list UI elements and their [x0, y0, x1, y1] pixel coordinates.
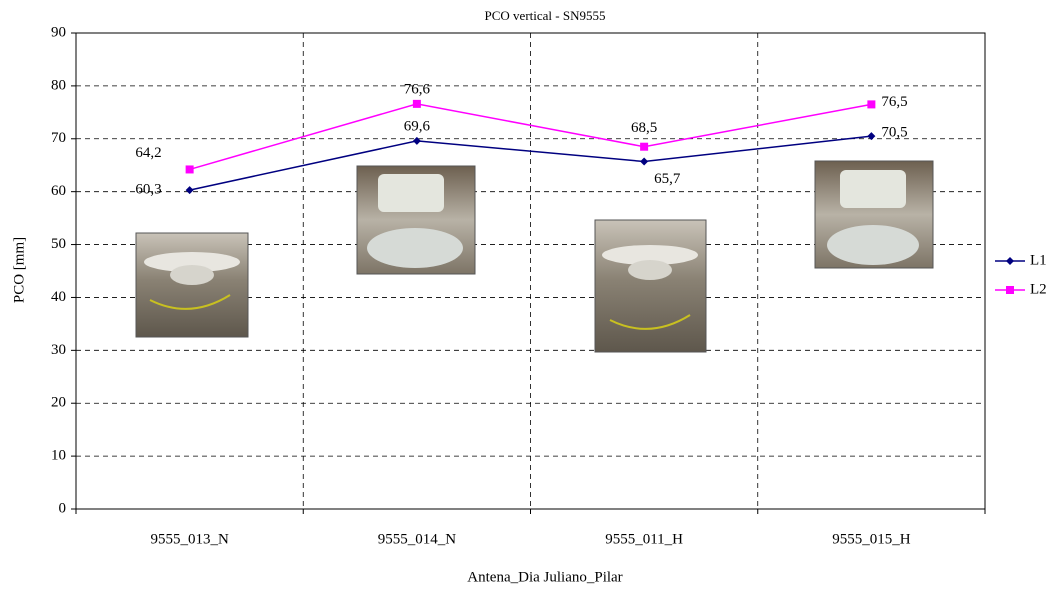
y-tick-label: 90 [51, 24, 66, 40]
data-label: 68,5 [631, 120, 657, 136]
y-tick-label: 20 [51, 395, 66, 411]
point [867, 100, 876, 109]
antenna-photo [594, 219, 707, 353]
y-tick-label: 60 [51, 183, 66, 199]
data-label: 70,5 [881, 125, 907, 141]
point [640, 142, 649, 151]
point [640, 157, 649, 166]
point [1006, 286, 1014, 294]
data-label: 65,7 [654, 171, 681, 187]
y-tick-label: 0 [59, 500, 67, 516]
point [867, 132, 876, 141]
y-tick-label: 70 [51, 130, 66, 146]
x-tick-label: 9555_015_H [832, 531, 911, 547]
y-tick-label: 40 [51, 289, 66, 305]
point [412, 99, 421, 108]
data-label: 69,6 [404, 118, 431, 134]
x-axis-title: Antena_Dia Juliano_Pilar [467, 569, 622, 585]
series-line [189, 135, 872, 191]
legend-label: L1 [1030, 252, 1047, 268]
data-label: 64,2 [135, 145, 161, 161]
x-tick-label: 9555_013_N [150, 531, 229, 547]
y-tick-label: 30 [51, 342, 66, 358]
series-line [189, 103, 872, 171]
antenna-photo [135, 232, 249, 338]
chart-title: PCO vertical - SN9555 [485, 8, 606, 23]
data-label: 76,6 [404, 81, 431, 97]
antenna-photo [814, 160, 934, 269]
legend-label: L2 [1030, 281, 1047, 297]
point [185, 186, 194, 195]
data-label: 76,5 [881, 94, 907, 110]
y-tick-label: 50 [51, 236, 66, 252]
point [1006, 257, 1014, 265]
x-tick-label: 9555_011_H [605, 531, 683, 547]
point [185, 165, 194, 174]
y-axis-title: PCO [mm] [11, 237, 27, 303]
antenna-photo [356, 165, 476, 275]
point [412, 136, 421, 145]
data-label: 60,3 [135, 182, 161, 198]
x-tick-label: 9555_014_N [378, 531, 457, 547]
y-tick-label: 10 [51, 448, 66, 464]
y-tick-label: 80 [51, 77, 66, 93]
